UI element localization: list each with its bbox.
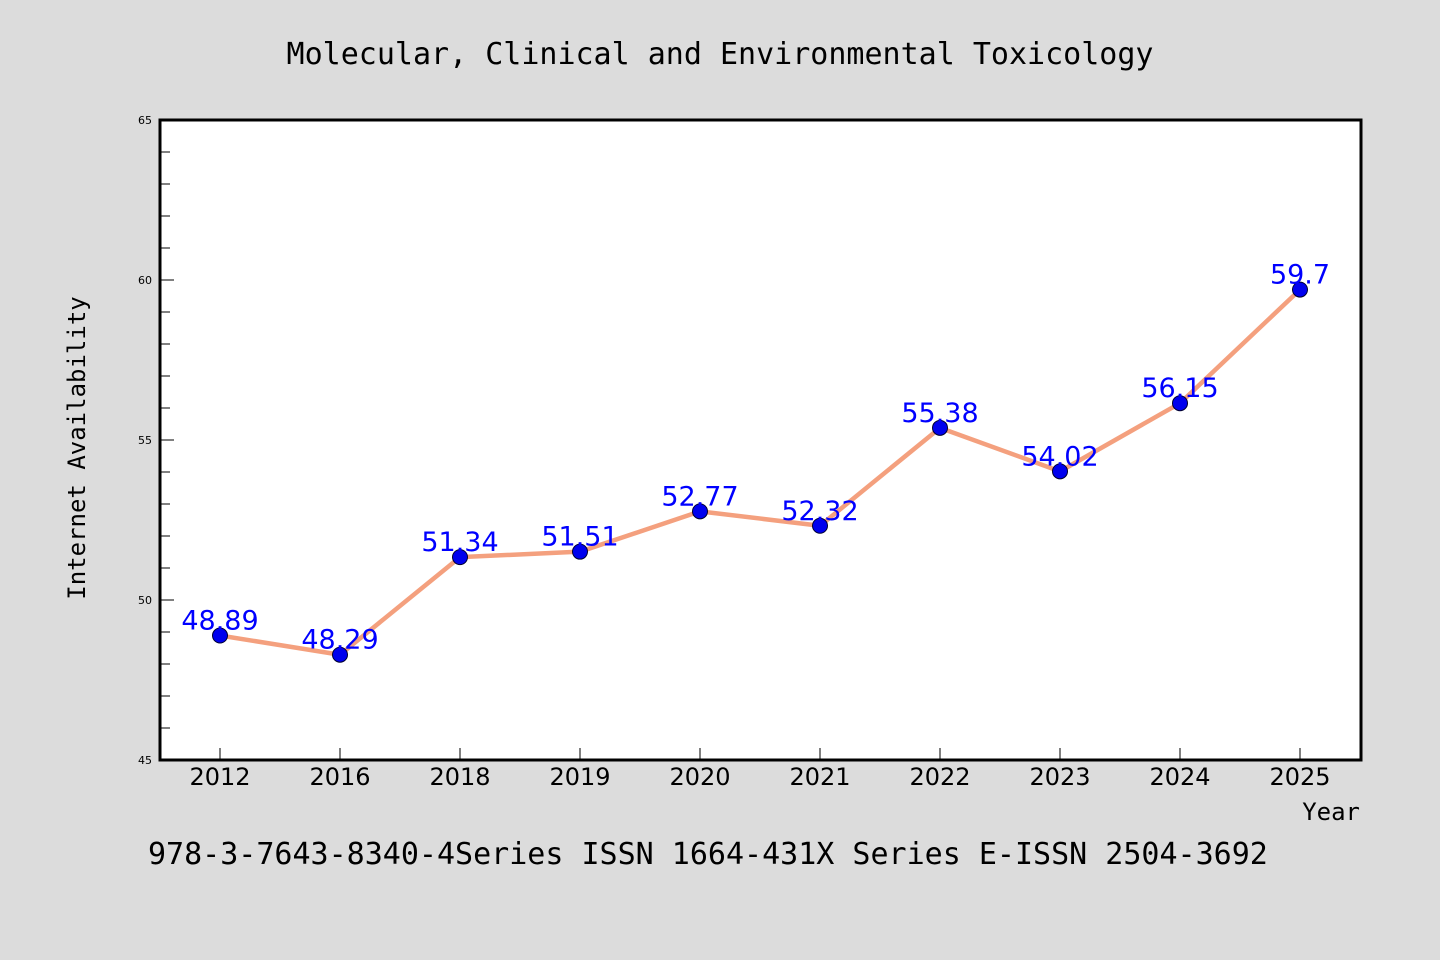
y-tick-label: 45 — [138, 754, 152, 767]
x-tick-label: 2018 — [429, 763, 490, 791]
data-point — [572, 543, 588, 560]
data-point — [692, 503, 708, 520]
data-point — [1052, 463, 1068, 480]
x-ticks: 2012 2016 2018 2019 2020 2021 2022 2023 2024 2025 — [189, 748, 1331, 791]
data-label: 51.34 — [421, 527, 498, 558]
series-line-group — [217, 287, 1303, 657]
y-tick-label: 55 — [138, 434, 152, 447]
data-label: 48.89 — [181, 606, 258, 637]
data-label: 52.77 — [661, 481, 738, 512]
footer-text: 978-3-7643-8340-4Series ISSN 1664-431X S… — [148, 837, 1268, 872]
data-point — [932, 419, 948, 436]
data-label: 54.02 — [1021, 441, 1098, 472]
data-label: 52.32 — [781, 496, 858, 527]
x-tick-label: 2024 — [1149, 763, 1210, 791]
y-tick-label: 65 — [138, 114, 152, 127]
data-label: 59.7 — [1270, 260, 1330, 291]
data-point — [1292, 281, 1308, 298]
plot-frame — [158, 118, 1363, 762]
x-tick-label: 2022 — [909, 763, 970, 791]
chart-title: Molecular, Clinical and Environmental To… — [287, 37, 1154, 72]
data-point — [452, 549, 468, 566]
series-line — [217, 287, 1303, 657]
y-tick-label: 60 — [138, 274, 152, 287]
data-label: 51.51 — [541, 522, 618, 553]
data-label: 56.15 — [1141, 373, 1218, 404]
y-minor-ticks — [160, 151, 170, 729]
data-point — [212, 627, 228, 644]
plot-area — [160, 120, 1361, 760]
y-ticks: 45 50 55 60 65 — [138, 114, 174, 767]
x-tick-label: 2019 — [549, 763, 610, 791]
x-tick-label: 2023 — [1029, 763, 1090, 791]
data-point — [332, 646, 348, 663]
data-point — [812, 517, 828, 534]
x-tick-label: 2016 — [309, 763, 370, 791]
data-labels: 48.89 48.29 51.34 51.51 52.77 52.32 55.38 54.02… — [181, 260, 1330, 656]
y-tick-label: 50 — [138, 594, 152, 607]
data-point — [1172, 395, 1188, 412]
x-tick-label: 2021 — [789, 763, 850, 791]
x-tick-label: 2012 — [189, 763, 250, 791]
data-markers — [212, 281, 1308, 663]
x-tick-label: 2025 — [1269, 763, 1330, 791]
data-label: 48.29 — [301, 625, 378, 656]
data-label: 55.38 — [901, 398, 978, 429]
x-axis-label: Year — [1302, 798, 1360, 826]
y-axis-label: Internet Availability — [63, 296, 91, 599]
x-tick-label: 2020 — [669, 763, 730, 791]
